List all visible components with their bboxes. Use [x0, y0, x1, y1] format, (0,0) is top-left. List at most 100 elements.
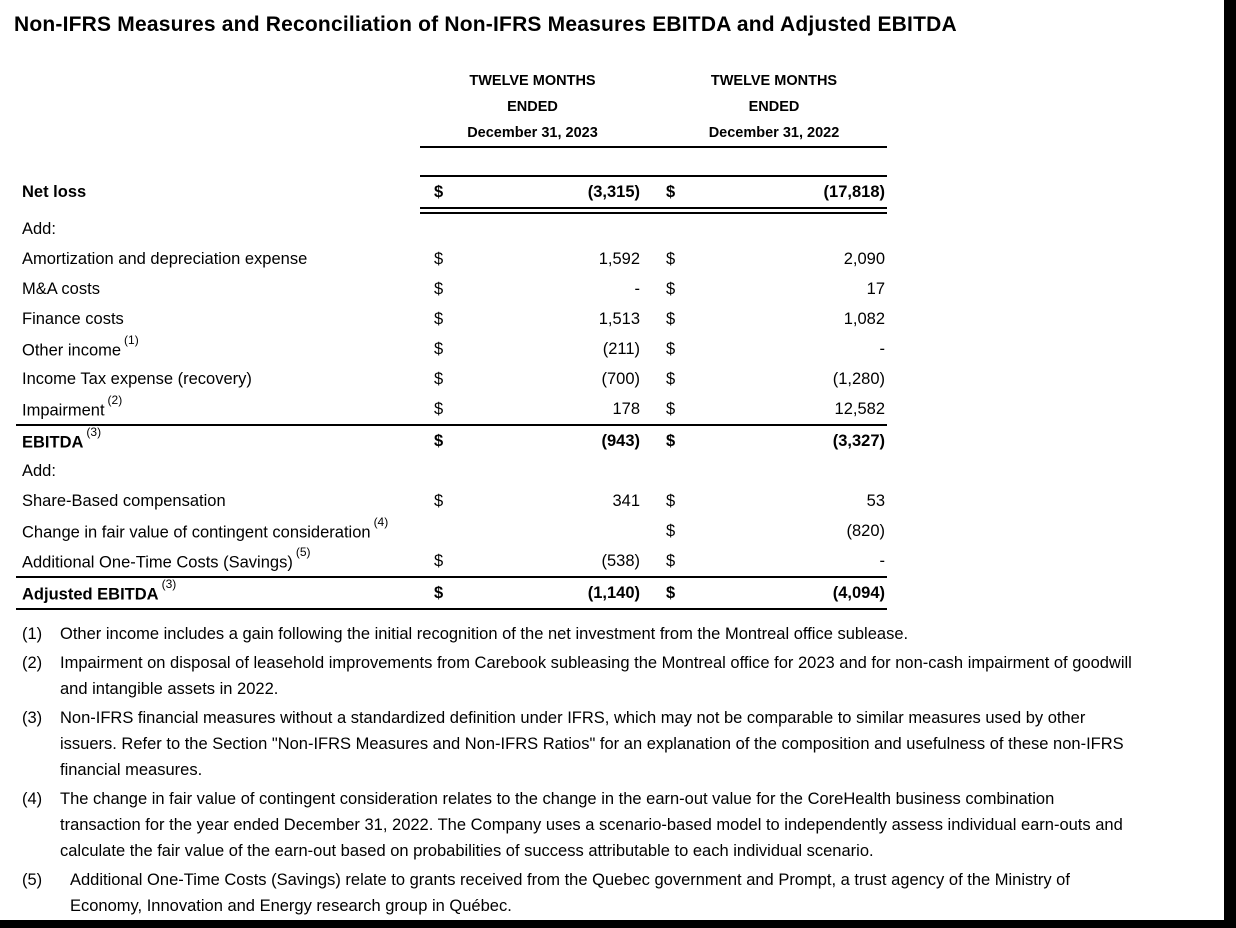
footnote-4: (4) The change in fair value of continge…	[22, 786, 1218, 864]
footnote-3: (3) Non-IFRS financial measures without …	[22, 705, 1218, 783]
table-row-income-tax: Income Tax expense (recovery) $ (700) $ (1…	[16, 364, 887, 394]
net-loss-top-rule	[420, 175, 887, 177]
table-row-contingent-consideration: Change in fair value of contingent consi…	[16, 514, 887, 546]
footnote-number: (1)	[22, 625, 43, 643]
footnote-text-line: financial measures.	[60, 761, 203, 779]
value-2022: 2,090	[843, 249, 885, 268]
footnote-text-line: calculate the fair value of the earn-out…	[60, 842, 874, 860]
dollar-sign: $	[666, 583, 676, 602]
page-title: Non-IFRS Measures and Reconciliation of …	[14, 13, 957, 36]
footnote-ref-3: (3)	[161, 576, 177, 591]
footnote-2: (2) Impairment on disposal of leasehold …	[22, 650, 1218, 702]
column-header-2022: TWELVE MONTHS ENDED December 31, 2022	[645, 68, 887, 146]
bottom-edge-bar	[0, 920, 1236, 928]
value-2022: -	[879, 339, 886, 358]
row-label: Add:	[22, 461, 56, 480]
value-2023: -	[634, 279, 641, 298]
dollar-sign: $	[666, 369, 676, 388]
dollar-sign: $	[434, 182, 444, 201]
reconciliation-table: TWELVE MONTHS ENDED December 31, 2023 TW…	[16, 68, 887, 610]
value-2022: 12,582	[834, 399, 885, 418]
value-2022: (3,327)	[832, 431, 885, 450]
row-label: Other income	[22, 341, 122, 360]
dollar-sign: $	[434, 583, 444, 602]
footnote-5: (5) Additional One-Time Costs (Savings) …	[22, 867, 1218, 919]
footnote-number: (3)	[22, 709, 43, 727]
row-label: EBITDA	[22, 433, 84, 452]
right-edge-bar	[1224, 0, 1236, 928]
header-spacer	[16, 68, 420, 146]
value-2023: (3,315)	[587, 182, 640, 201]
footnote-number: (4)	[22, 790, 43, 808]
table-column-headers: TWELVE MONTHS ENDED December 31, 2023 TW…	[16, 68, 887, 146]
dollar-sign: $	[434, 551, 444, 570]
row-label: Share-Based compensation	[22, 491, 226, 510]
table-row-amortization: Amortization and depreciation expense $1…	[16, 244, 887, 274]
row-label: Finance costs	[22, 309, 124, 328]
table-row-add-2: Add:	[16, 456, 887, 486]
footnote-ref-1: (1)	[124, 332, 139, 347]
footnote-text-line: Economy, Innovation and Energy research …	[70, 897, 512, 915]
value-2023: (1,140)	[587, 583, 640, 602]
dollar-sign: $	[666, 182, 676, 201]
dollar-sign: $	[666, 521, 676, 540]
dollar-sign: $	[434, 279, 444, 298]
value-2023: 178	[612, 399, 640, 418]
row-label: Adjusted EBITDA	[22, 585, 159, 604]
dollar-sign: $	[666, 491, 676, 510]
row-label: Amortization and depreciation expense	[22, 249, 308, 268]
value-2022: (820)	[846, 521, 885, 540]
value-2022: 1,082	[843, 309, 885, 328]
footnote-number: (5)	[22, 871, 43, 889]
footnote-text-line: transaction for the year ended December …	[60, 816, 1123, 834]
value-2023: (700)	[601, 369, 640, 388]
footnote-text-line: Impairment on disposal of leasehold impr…	[60, 654, 1132, 672]
table-row-share-based-comp: Share-Based compensation $341 $53	[16, 486, 887, 516]
footnote-text-line: issuers. Refer to the Section "Non-IFRS …	[60, 735, 1124, 753]
value-2023: (943)	[601, 431, 640, 450]
value-2022: 17	[866, 279, 885, 298]
footnote-number: (2)	[22, 654, 43, 672]
dollar-sign: $	[434, 431, 444, 450]
value-2023: (211)	[602, 339, 640, 358]
value-2022: 53	[866, 491, 885, 510]
dollar-sign: $	[666, 249, 676, 268]
header-line: ENDED	[748, 99, 800, 115]
value-2022: -	[879, 551, 886, 570]
footnote-text-line: Additional One-Time Costs (Savings) rela…	[70, 871, 1070, 889]
header-line: TWELVE MONTHS	[469, 73, 596, 89]
table-row-adjusted-ebitda: Adjusted EBITDA(3) $ (1,140) $ (4,094)	[16, 576, 887, 610]
header-line: December 31, 2023	[467, 125, 598, 141]
table-row-other-income: Other income(1) $ (211) $ -	[16, 332, 887, 364]
value-2023: 1,592	[598, 249, 640, 268]
footnote-text-line: The change in fair value of contingent c…	[60, 790, 1055, 808]
value-2022: (17,818)	[823, 182, 885, 201]
row-label: Change in fair value of contingent consi…	[22, 523, 371, 542]
value-2022: (4,094)	[832, 583, 885, 602]
dollar-sign: $	[666, 551, 676, 570]
value-2022: (1,280)	[832, 369, 885, 388]
column-header-2023: TWELVE MONTHS ENDED December 31, 2023	[420, 68, 645, 146]
footnote-1: (1) Other income includes a gain followi…	[22, 621, 1218, 647]
footnote-text-line: Non-IFRS financial measures without a st…	[60, 709, 1086, 727]
footnote-ref-5: (5)	[295, 544, 311, 559]
row-label: M&A costs	[22, 279, 100, 298]
row-label: Net loss	[22, 182, 87, 201]
blank-row	[16, 148, 887, 175]
dollar-sign: $	[434, 399, 444, 418]
dollar-sign: $	[666, 279, 676, 298]
row-label: Add:	[22, 219, 56, 238]
dollar-sign: $	[434, 309, 444, 328]
dollar-sign: $	[666, 399, 676, 418]
header-line: TWELVE MONTHS	[710, 73, 838, 89]
table-row-one-time-costs: Additional One-Time Costs (Savings)(5) $…	[16, 544, 887, 576]
value-2023: 1,513	[598, 309, 640, 328]
dollar-sign: $	[666, 431, 676, 450]
header-line: December 31, 2022	[708, 125, 840, 141]
row-label: Income Tax expense (recovery)	[22, 369, 252, 388]
table-row-impairment: Impairment(2) $178 $12,582	[16, 393, 887, 424]
table-row-net-loss: Net loss $ (3,315) $ (17,818)	[16, 177, 887, 207]
table-row-ma-costs: M&A costs $ - $17	[16, 274, 887, 304]
footnote-ref-4: (4)	[373, 514, 389, 529]
table-row-add-1: Add:	[16, 214, 887, 244]
